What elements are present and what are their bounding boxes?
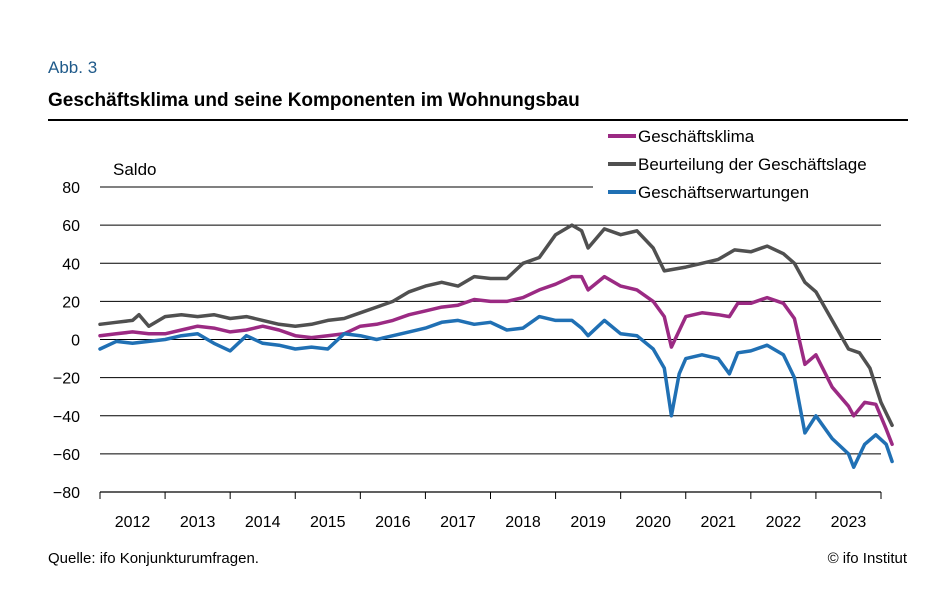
series-line xyxy=(98,314,894,469)
y-axis-labels: 80 60 40 20 0 −20 −40 −60 −80 xyxy=(53,180,80,502)
x-tick-label: 2021 xyxy=(700,514,736,531)
x-tick-label: 2012 xyxy=(115,514,151,531)
y-axis-title: Saldo xyxy=(113,160,156,179)
y-tick-label: 80 xyxy=(62,180,80,197)
x-tick-label: 2016 xyxy=(375,514,411,531)
legend-label: Geschäftserwartungen xyxy=(638,183,809,202)
x-tick-label: 2015 xyxy=(310,514,346,531)
x-tick-label: 2017 xyxy=(440,514,476,531)
y-tick-label: 20 xyxy=(62,294,80,311)
figure-number: Abb. 3 xyxy=(48,58,98,77)
legend-label: Beurteilung der Geschäftslage xyxy=(638,155,867,174)
legend: Geschäftsklima Beurteilung der Geschäftsl… xyxy=(608,127,867,202)
x-tick-label: 2023 xyxy=(831,514,867,531)
y-tick-label: −60 xyxy=(53,447,80,464)
copyright-note: © ifo Institut xyxy=(827,550,907,567)
x-tick-label: 2020 xyxy=(635,514,671,531)
legend-label: Geschäftsklima xyxy=(638,127,755,146)
source-note: Quelle: ifo Konjunkturumfragen. xyxy=(48,550,259,567)
y-tick-label: −80 xyxy=(53,485,80,502)
y-tick-label: 40 xyxy=(62,256,80,273)
x-tick-label: 2022 xyxy=(766,514,802,531)
chart-title: Geschäftsklima und seine Komponenten im … xyxy=(48,90,580,111)
y-tick-label: 0 xyxy=(71,333,80,350)
x-tick-label: 2019 xyxy=(570,514,606,531)
series-line xyxy=(98,274,894,447)
x-axis-ticks: 2012 2013 2014 2015 2016 2017 2018 2019 2020 2021… xyxy=(99,492,882,531)
y-tick-label: −40 xyxy=(53,409,80,426)
series-lines xyxy=(98,223,894,469)
x-tick-label: 2014 xyxy=(245,514,281,531)
x-tick-label: 2013 xyxy=(180,514,216,531)
x-tick-label: 2018 xyxy=(505,514,541,531)
series-line xyxy=(98,223,894,428)
y-tick-label: 60 xyxy=(62,218,80,235)
grid-lines xyxy=(100,186,881,455)
title-rule xyxy=(48,119,908,121)
y-tick-label: −20 xyxy=(53,371,80,388)
